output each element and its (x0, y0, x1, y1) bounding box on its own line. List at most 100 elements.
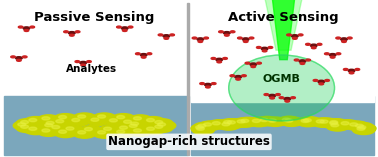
Circle shape (250, 63, 257, 66)
Circle shape (131, 122, 139, 125)
Circle shape (129, 127, 152, 136)
Circle shape (84, 127, 92, 131)
Circle shape (121, 27, 128, 30)
Circle shape (313, 79, 318, 81)
Circle shape (276, 94, 280, 95)
Circle shape (64, 31, 68, 33)
Circle shape (326, 122, 349, 131)
Text: Passive Sensing: Passive Sensing (34, 11, 155, 24)
Circle shape (284, 97, 291, 100)
Circle shape (80, 61, 87, 64)
Circle shape (59, 116, 67, 119)
Circle shape (141, 56, 146, 58)
Circle shape (306, 43, 310, 45)
Circle shape (67, 116, 90, 126)
Circle shape (117, 26, 121, 28)
Circle shape (211, 83, 216, 84)
Circle shape (105, 117, 127, 126)
Circle shape (200, 83, 204, 84)
Circle shape (192, 37, 197, 39)
Circle shape (252, 119, 260, 122)
Circle shape (304, 119, 311, 122)
Circle shape (20, 121, 28, 124)
Circle shape (99, 125, 122, 135)
Circle shape (109, 119, 117, 122)
Circle shape (155, 121, 163, 124)
Circle shape (80, 126, 102, 135)
Circle shape (128, 26, 133, 28)
Circle shape (192, 125, 215, 135)
Circle shape (164, 37, 169, 39)
Circle shape (204, 83, 211, 86)
Circle shape (73, 129, 96, 138)
Circle shape (23, 27, 30, 30)
Circle shape (119, 126, 127, 129)
Circle shape (30, 26, 34, 28)
Circle shape (17, 59, 21, 61)
Circle shape (342, 41, 346, 42)
Circle shape (222, 123, 230, 126)
Circle shape (142, 116, 165, 126)
Circle shape (15, 57, 22, 60)
Circle shape (129, 115, 152, 124)
Circle shape (291, 35, 298, 38)
Circle shape (256, 116, 278, 126)
Circle shape (91, 118, 99, 121)
Circle shape (22, 56, 27, 58)
Circle shape (16, 119, 39, 128)
Circle shape (353, 124, 376, 133)
Circle shape (198, 124, 206, 127)
Circle shape (42, 117, 50, 120)
Circle shape (112, 114, 135, 123)
Circle shape (150, 119, 173, 128)
Circle shape (170, 34, 174, 36)
Circle shape (147, 53, 152, 55)
Circle shape (237, 120, 245, 123)
Circle shape (336, 120, 359, 129)
Circle shape (45, 123, 53, 127)
Circle shape (270, 97, 274, 99)
Circle shape (264, 94, 269, 95)
Circle shape (251, 66, 256, 68)
Circle shape (206, 86, 210, 88)
Circle shape (248, 117, 270, 127)
Circle shape (306, 59, 310, 61)
Circle shape (294, 59, 299, 61)
Circle shape (329, 54, 336, 56)
Bar (4, 3, 187, 102)
Circle shape (264, 117, 287, 126)
Polygon shape (265, 0, 302, 50)
Circle shape (357, 127, 365, 130)
Circle shape (59, 130, 67, 133)
Circle shape (19, 26, 23, 28)
Circle shape (112, 128, 135, 138)
Circle shape (319, 83, 324, 85)
Circle shape (355, 124, 363, 127)
Bar (4, 96, 187, 155)
Circle shape (268, 46, 273, 48)
Circle shape (40, 122, 63, 131)
Circle shape (93, 113, 116, 122)
Circle shape (293, 37, 297, 39)
Circle shape (72, 118, 80, 122)
Circle shape (70, 34, 74, 36)
Circle shape (142, 125, 165, 135)
Circle shape (13, 121, 36, 130)
Circle shape (47, 124, 70, 133)
Circle shape (122, 30, 127, 31)
Circle shape (317, 43, 322, 45)
Circle shape (299, 60, 306, 63)
Circle shape (117, 130, 125, 133)
Circle shape (78, 115, 86, 118)
Circle shape (344, 68, 348, 70)
Circle shape (155, 125, 163, 128)
Circle shape (197, 127, 204, 130)
Circle shape (81, 64, 85, 66)
Circle shape (301, 119, 309, 122)
Circle shape (163, 35, 170, 38)
Text: Nanogap-rich structures: Nanogap-rich structures (108, 135, 270, 148)
Circle shape (24, 125, 47, 135)
Circle shape (316, 118, 338, 127)
Circle shape (98, 131, 105, 134)
Circle shape (87, 61, 91, 62)
